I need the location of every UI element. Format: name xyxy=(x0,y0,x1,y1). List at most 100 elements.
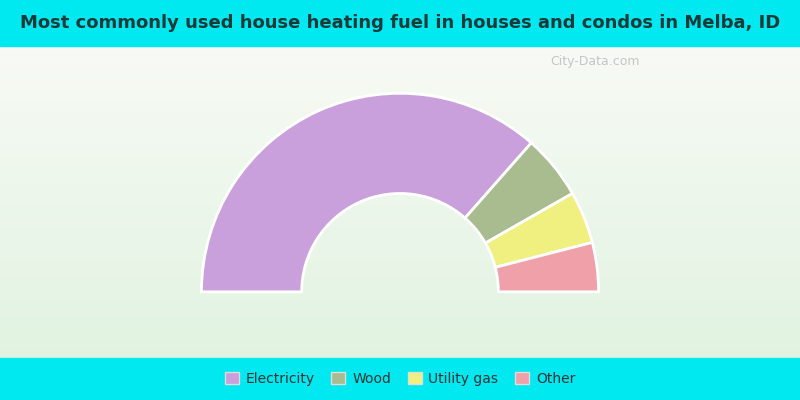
Bar xyxy=(0,334,800,337)
Bar xyxy=(0,181,800,184)
Bar xyxy=(0,272,800,275)
Bar xyxy=(0,246,800,249)
Wedge shape xyxy=(202,93,531,292)
Bar xyxy=(0,98,800,101)
Bar xyxy=(0,158,800,160)
Bar xyxy=(0,319,800,322)
Bar xyxy=(0,212,800,215)
Bar xyxy=(0,355,800,358)
Bar xyxy=(0,122,800,124)
Bar xyxy=(0,173,800,176)
Bar xyxy=(0,205,800,207)
Bar xyxy=(0,236,800,238)
Bar xyxy=(0,215,800,218)
Bar xyxy=(0,186,800,189)
Bar xyxy=(0,176,800,178)
Bar xyxy=(0,111,800,114)
Bar xyxy=(0,0,800,46)
Bar xyxy=(0,301,800,303)
Bar xyxy=(0,64,800,67)
Bar xyxy=(0,316,800,319)
Bar xyxy=(0,49,800,51)
Bar xyxy=(0,137,800,140)
Bar xyxy=(0,93,800,95)
Bar xyxy=(0,324,800,327)
Bar xyxy=(0,129,800,132)
Bar xyxy=(0,148,800,150)
Bar xyxy=(0,233,800,236)
Bar xyxy=(0,67,800,69)
Bar xyxy=(0,259,800,262)
Bar xyxy=(0,85,800,88)
Bar xyxy=(0,72,800,74)
Bar xyxy=(0,241,800,244)
Bar xyxy=(0,230,800,233)
Bar xyxy=(0,220,800,223)
Bar xyxy=(0,278,800,280)
Bar xyxy=(0,59,800,62)
Bar xyxy=(0,257,800,259)
Bar xyxy=(0,309,800,311)
Bar xyxy=(0,77,800,80)
Bar xyxy=(0,51,800,54)
Bar xyxy=(0,348,800,350)
Bar xyxy=(0,200,800,202)
Bar xyxy=(0,282,800,285)
Bar xyxy=(0,90,800,93)
Bar xyxy=(0,314,800,316)
Bar xyxy=(0,267,800,270)
Bar xyxy=(0,80,800,82)
Bar xyxy=(0,114,800,116)
Bar xyxy=(0,350,800,353)
Bar xyxy=(0,145,800,147)
Legend: Electricity, Wood, Utility gas, Other: Electricity, Wood, Utility gas, Other xyxy=(219,366,581,392)
Bar xyxy=(0,171,800,174)
Bar xyxy=(0,303,800,306)
Bar xyxy=(0,155,800,158)
Bar xyxy=(0,194,800,197)
Wedge shape xyxy=(486,194,592,267)
Bar xyxy=(0,178,800,181)
Bar xyxy=(0,353,800,355)
Bar xyxy=(0,166,800,168)
Bar xyxy=(0,189,800,192)
Bar xyxy=(0,192,800,194)
Text: Most commonly used house heating fuel in houses and condos in Melba, ID: Most commonly used house heating fuel in… xyxy=(20,14,780,32)
Bar xyxy=(0,290,800,293)
Wedge shape xyxy=(495,242,598,292)
Bar xyxy=(0,54,800,56)
Bar xyxy=(0,270,800,272)
Bar xyxy=(0,134,800,137)
Bar xyxy=(0,345,800,348)
Bar xyxy=(0,210,800,212)
Bar xyxy=(0,132,800,134)
Bar xyxy=(0,163,800,166)
Bar xyxy=(0,56,800,59)
Bar xyxy=(0,160,800,163)
Bar xyxy=(0,46,800,48)
Bar xyxy=(0,96,800,98)
Bar xyxy=(0,116,800,119)
Bar xyxy=(0,322,800,324)
Bar xyxy=(0,327,800,330)
Bar xyxy=(0,332,800,334)
Bar xyxy=(0,153,800,155)
Bar xyxy=(0,252,800,254)
Bar xyxy=(0,330,800,332)
Bar xyxy=(0,70,800,72)
Bar xyxy=(0,202,800,204)
Wedge shape xyxy=(465,143,573,243)
Bar xyxy=(0,262,800,264)
Bar xyxy=(0,306,800,309)
Bar xyxy=(0,218,800,220)
Bar xyxy=(0,223,800,226)
Bar xyxy=(0,226,800,228)
Bar xyxy=(0,275,800,278)
Bar xyxy=(0,342,800,345)
Bar xyxy=(0,168,800,171)
Bar xyxy=(0,142,800,145)
Bar xyxy=(0,254,800,257)
Bar xyxy=(0,124,800,126)
Bar xyxy=(0,358,800,400)
Text: City-Data.com: City-Data.com xyxy=(550,55,640,68)
